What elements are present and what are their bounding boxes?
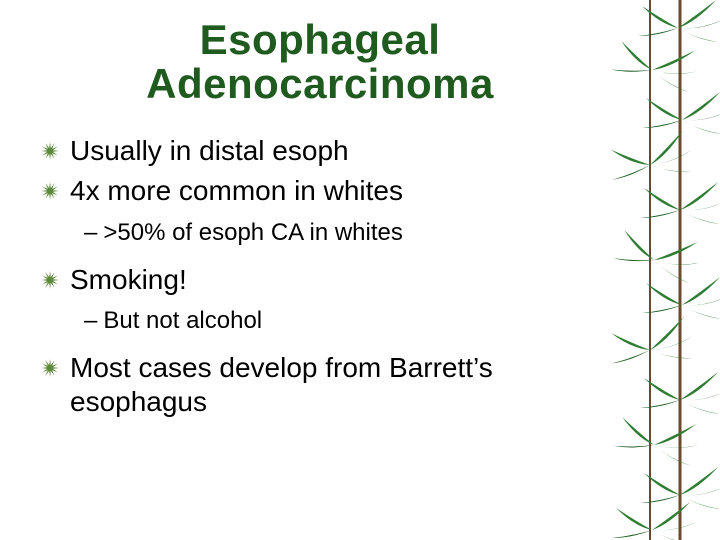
bullet-level-1: Smoking!	[40, 263, 600, 297]
starburst-icon	[40, 358, 60, 378]
slide: Esophageal Adenocarcinoma Usually in dis…	[0, 0, 720, 540]
bamboo-svg	[610, 0, 720, 540]
title-line-2: Adenocarcinoma	[146, 60, 494, 107]
dash-icon: –	[84, 307, 97, 335]
bullet-text: Usually in distal esoph	[70, 134, 349, 168]
bullet-level-2: –>50% of esoph CA in whites	[84, 219, 600, 247]
bamboo-decoration	[610, 0, 720, 540]
starburst-icon	[40, 270, 60, 290]
bullet-text: Most cases develop from Barrett’s esopha…	[70, 351, 600, 419]
bullet-level-2: –But not alcohol	[84, 307, 600, 335]
slide-title: Esophageal Adenocarcinoma	[40, 18, 600, 106]
starburst-icon	[40, 181, 60, 201]
slide-content: Usually in distal esoph 4x more common in…	[40, 134, 600, 419]
bullet-level-1: Most cases develop from Barrett’s esopha…	[40, 351, 600, 419]
subbullet-text: >50% of esoph CA in whites	[103, 219, 403, 247]
dash-icon: –	[84, 219, 97, 247]
starburst-icon	[40, 141, 60, 161]
bullet-text: 4x more common in whites	[70, 174, 403, 208]
bullet-level-1: 4x more common in whites	[40, 174, 600, 208]
bullet-level-1: Usually in distal esoph	[40, 134, 600, 168]
title-line-1: Esophageal	[200, 16, 441, 63]
bullet-text: Smoking!	[70, 263, 187, 297]
subbullet-text: But not alcohol	[103, 307, 262, 335]
